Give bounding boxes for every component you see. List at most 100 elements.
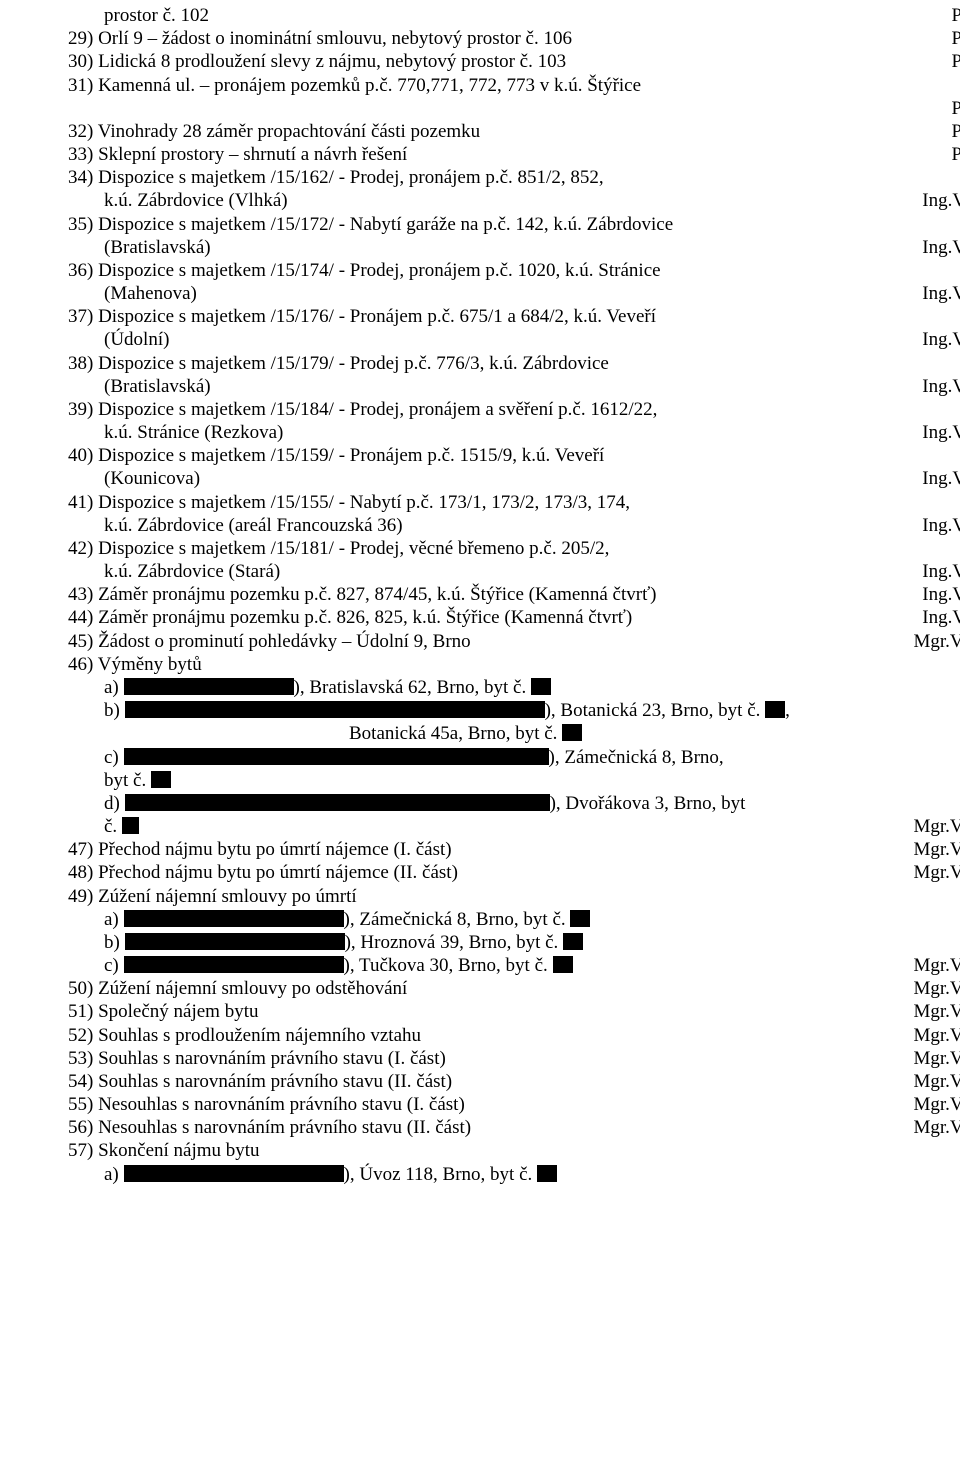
agenda-row: 47) Přechod nájmu bytu po úmrtí nájemce … <box>68 838 960 861</box>
redacted-block <box>122 817 139 834</box>
redacted-block <box>125 794 550 811</box>
agenda-text: 38) Dispozice s majetkem /15/179/ - Prod… <box>68 352 960 375</box>
agenda-text: 45) Žádost o prominutí pohledávky – Údol… <box>68 630 914 653</box>
redacted-block <box>124 956 344 973</box>
agenda-text: (Mahenova) <box>68 282 922 305</box>
agenda-row: 29) Orlí 9 – žádost o inominátní smlouvu… <box>68 27 960 50</box>
agenda-row: 32) Vinohrady 28 záměr propachtování čás… <box>68 120 960 143</box>
responsible-person: Ing.Vodáková <box>922 514 960 537</box>
agenda-text: 34) Dispozice s majetkem /15/162/ - Prod… <box>68 166 960 189</box>
responsible-person: Ing.Vodáková <box>922 236 960 259</box>
sub-item: b) ), Botanická 23, Brno, byt č. , <box>68 699 960 722</box>
agenda-row: k.ú. Stránice (Rezkova)Ing.Vodáková <box>68 421 960 444</box>
agenda-row: 54) Souhlas s narovnáním právního stavu … <box>68 1070 960 1093</box>
sub-item: d) ), Dvořákova 3, Brno, byt <box>68 792 960 815</box>
redacted-block <box>151 771 171 788</box>
agenda-row: k.ú. Zábrdovice (Vlhká)Ing.Vodáková <box>68 189 960 212</box>
responsible-person: Mgr.Vernerová <box>914 838 960 861</box>
agenda-text: prostor č. 102 <box>68 4 951 27</box>
redacted-block <box>537 1165 557 1182</box>
agenda-text: 43) Záměr pronájmu pozemku p.č. 827, 874… <box>68 583 922 606</box>
responsible-person: Mgr.Vernerová <box>914 1024 960 1047</box>
agenda-row: prostor č. 102P.Liškutin <box>68 4 960 27</box>
agenda-text: 32) Vinohrady 28 záměr propachtování čás… <box>68 120 951 143</box>
responsible-person: P.Liškutin <box>951 143 960 166</box>
responsible-person: P.Liškutin <box>951 97 960 120</box>
responsible-person: Ing.Vodáková <box>922 375 960 398</box>
agenda-row: (Bratislavská)Ing.Vodáková <box>68 375 960 398</box>
agenda-row: 51) Společný nájem bytuMgr.Vernerová <box>68 1000 960 1023</box>
responsible-person: Ing.Vodáková <box>922 606 960 629</box>
agenda-row: 44) Záměr pronájmu pozemku p.č. 826, 825… <box>68 606 960 629</box>
redacted-block <box>765 701 785 718</box>
responsible-person: Ing.Vodáková <box>922 328 960 351</box>
agenda-text: 54) Souhlas s narovnáním právního stavu … <box>68 1070 914 1093</box>
responsible-person: Ing.Vodáková <box>922 467 960 490</box>
sub-item: a) ), Bratislavská 62, Brno, byt č. <box>68 676 960 699</box>
responsible-person: P.Liškutin <box>951 120 960 143</box>
agenda-row: 43) Záměr pronájmu pozemku p.č. 827, 874… <box>68 583 960 606</box>
redacted-block <box>124 748 549 765</box>
agenda-text: 47) Přechod nájmu bytu po úmrtí nájemce … <box>68 838 914 861</box>
agenda-row: k.ú. Zábrdovice (Stará)Ing.Vodáková <box>68 560 960 583</box>
responsible-person: P.Liškutin <box>951 27 960 50</box>
agenda-row: k.ú. Zábrdovice (areál Francouzská 36)In… <box>68 514 960 537</box>
agenda-text: 48) Přechod nájmu bytu po úmrtí nájemce … <box>68 861 914 884</box>
agenda-text: (Bratislavská) <box>68 375 922 398</box>
agenda-text: k.ú. Zábrdovice (Stará) <box>68 560 922 583</box>
agenda-text: 55) Nesouhlas s narovnáním právního stav… <box>68 1093 914 1116</box>
responsible-person: Ing.Vodáková <box>922 189 960 212</box>
redacted-block <box>125 933 345 950</box>
agenda-text: k.ú. Zábrdovice (Vlhká) <box>68 189 922 212</box>
agenda-text: 56) Nesouhlas s narovnáním právního stav… <box>68 1116 914 1139</box>
agenda-text: 42) Dispozice s majetkem /15/181/ - Prod… <box>68 537 960 560</box>
responsible-person: Ing.Vodáková <box>922 282 960 305</box>
agenda-text: 29) Orlí 9 – žádost o inominátní smlouvu… <box>68 27 951 50</box>
responsible-person: Mgr.Vernerová <box>914 954 960 977</box>
agenda-row: 52) Souhlas s prodloužením nájemního vzt… <box>68 1024 960 1047</box>
redacted-block <box>124 910 344 927</box>
responsible-person: Mgr.Vernerová <box>914 815 960 838</box>
responsible-person: Mgr.Vernerová <box>914 630 960 653</box>
agenda-text: (Údolní) <box>68 328 922 351</box>
responsible-person: Mgr.Vernerová <box>914 1000 960 1023</box>
sub-item: č. <box>68 815 914 838</box>
responsible-person: Ing.Vodáková <box>922 583 960 606</box>
agenda-text: 53) Souhlas s narovnáním právního stavu … <box>68 1047 914 1070</box>
agenda-text: k.ú. Stránice (Rezkova) <box>68 421 922 444</box>
agenda-row: P.Liškutin <box>68 97 960 120</box>
agenda-text: 37) Dispozice s majetkem /15/176/ - Pron… <box>68 305 960 328</box>
agenda-text: 52) Souhlas s prodloužením nájemního vzt… <box>68 1024 914 1047</box>
redacted-block <box>531 678 551 695</box>
agenda-text: 57) Skončení nájmu bytu <box>68 1139 960 1162</box>
agenda-row: 55) Nesouhlas s narovnáním právního stav… <box>68 1093 960 1116</box>
agenda-text: 41) Dispozice s majetkem /15/155/ - Naby… <box>68 491 960 514</box>
agenda-row: (Bratislavská)Ing.Vodáková <box>68 236 960 259</box>
agenda-text: 40) Dispozice s majetkem /15/159/ - Pron… <box>68 444 960 467</box>
responsible-person: Mgr.Vernerová <box>914 977 960 1000</box>
agenda-row: 53) Souhlas s narovnáním právního stavu … <box>68 1047 960 1070</box>
agenda-row: č. Mgr.Vernerová <box>68 815 960 838</box>
sub-item: c) ), Zámečnická 8, Brno, <box>68 746 960 769</box>
agenda-text: 44) Záměr pronájmu pozemku p.č. 826, 825… <box>68 606 922 629</box>
sub-item: a) ), Zámečnická 8, Brno, byt č. <box>68 908 960 931</box>
responsible-person: Mgr.Vernerová <box>914 1116 960 1139</box>
agenda-text: 30) Lidická 8 prodloužení slevy z nájmu,… <box>68 50 951 73</box>
redacted-block <box>124 678 294 695</box>
agenda-text: (Bratislavská) <box>68 236 922 259</box>
sub-item: b) ), Hroznová 39, Brno, byt č. <box>68 931 960 954</box>
responsible-person: Mgr.Vernerová <box>914 1093 960 1116</box>
responsible-person: Mgr.Vernerová <box>914 1070 960 1093</box>
redacted-block <box>562 724 582 741</box>
agenda-row: (Mahenova)Ing.Vodáková <box>68 282 960 305</box>
agenda-text: 31) Kamenná ul. – pronájem pozemků p.č. … <box>68 74 960 97</box>
redacted-block <box>570 910 590 927</box>
agenda-row: 30) Lidická 8 prodloužení slevy z nájmu,… <box>68 50 960 73</box>
agenda-row: (Kounicova)Ing.Vodáková <box>68 467 960 490</box>
agenda-row: 33) Sklepní prostory – shrnutí a návrh ř… <box>68 143 960 166</box>
redacted-block <box>563 933 583 950</box>
sub-item: byt č. <box>68 769 960 792</box>
agenda-row: 45) Žádost o prominutí pohledávky – Údol… <box>68 630 960 653</box>
sub-item: c) ), Tučkova 30, Brno, byt č. <box>68 954 914 977</box>
agenda-row: 48) Přechod nájmu bytu po úmrtí nájemce … <box>68 861 960 884</box>
